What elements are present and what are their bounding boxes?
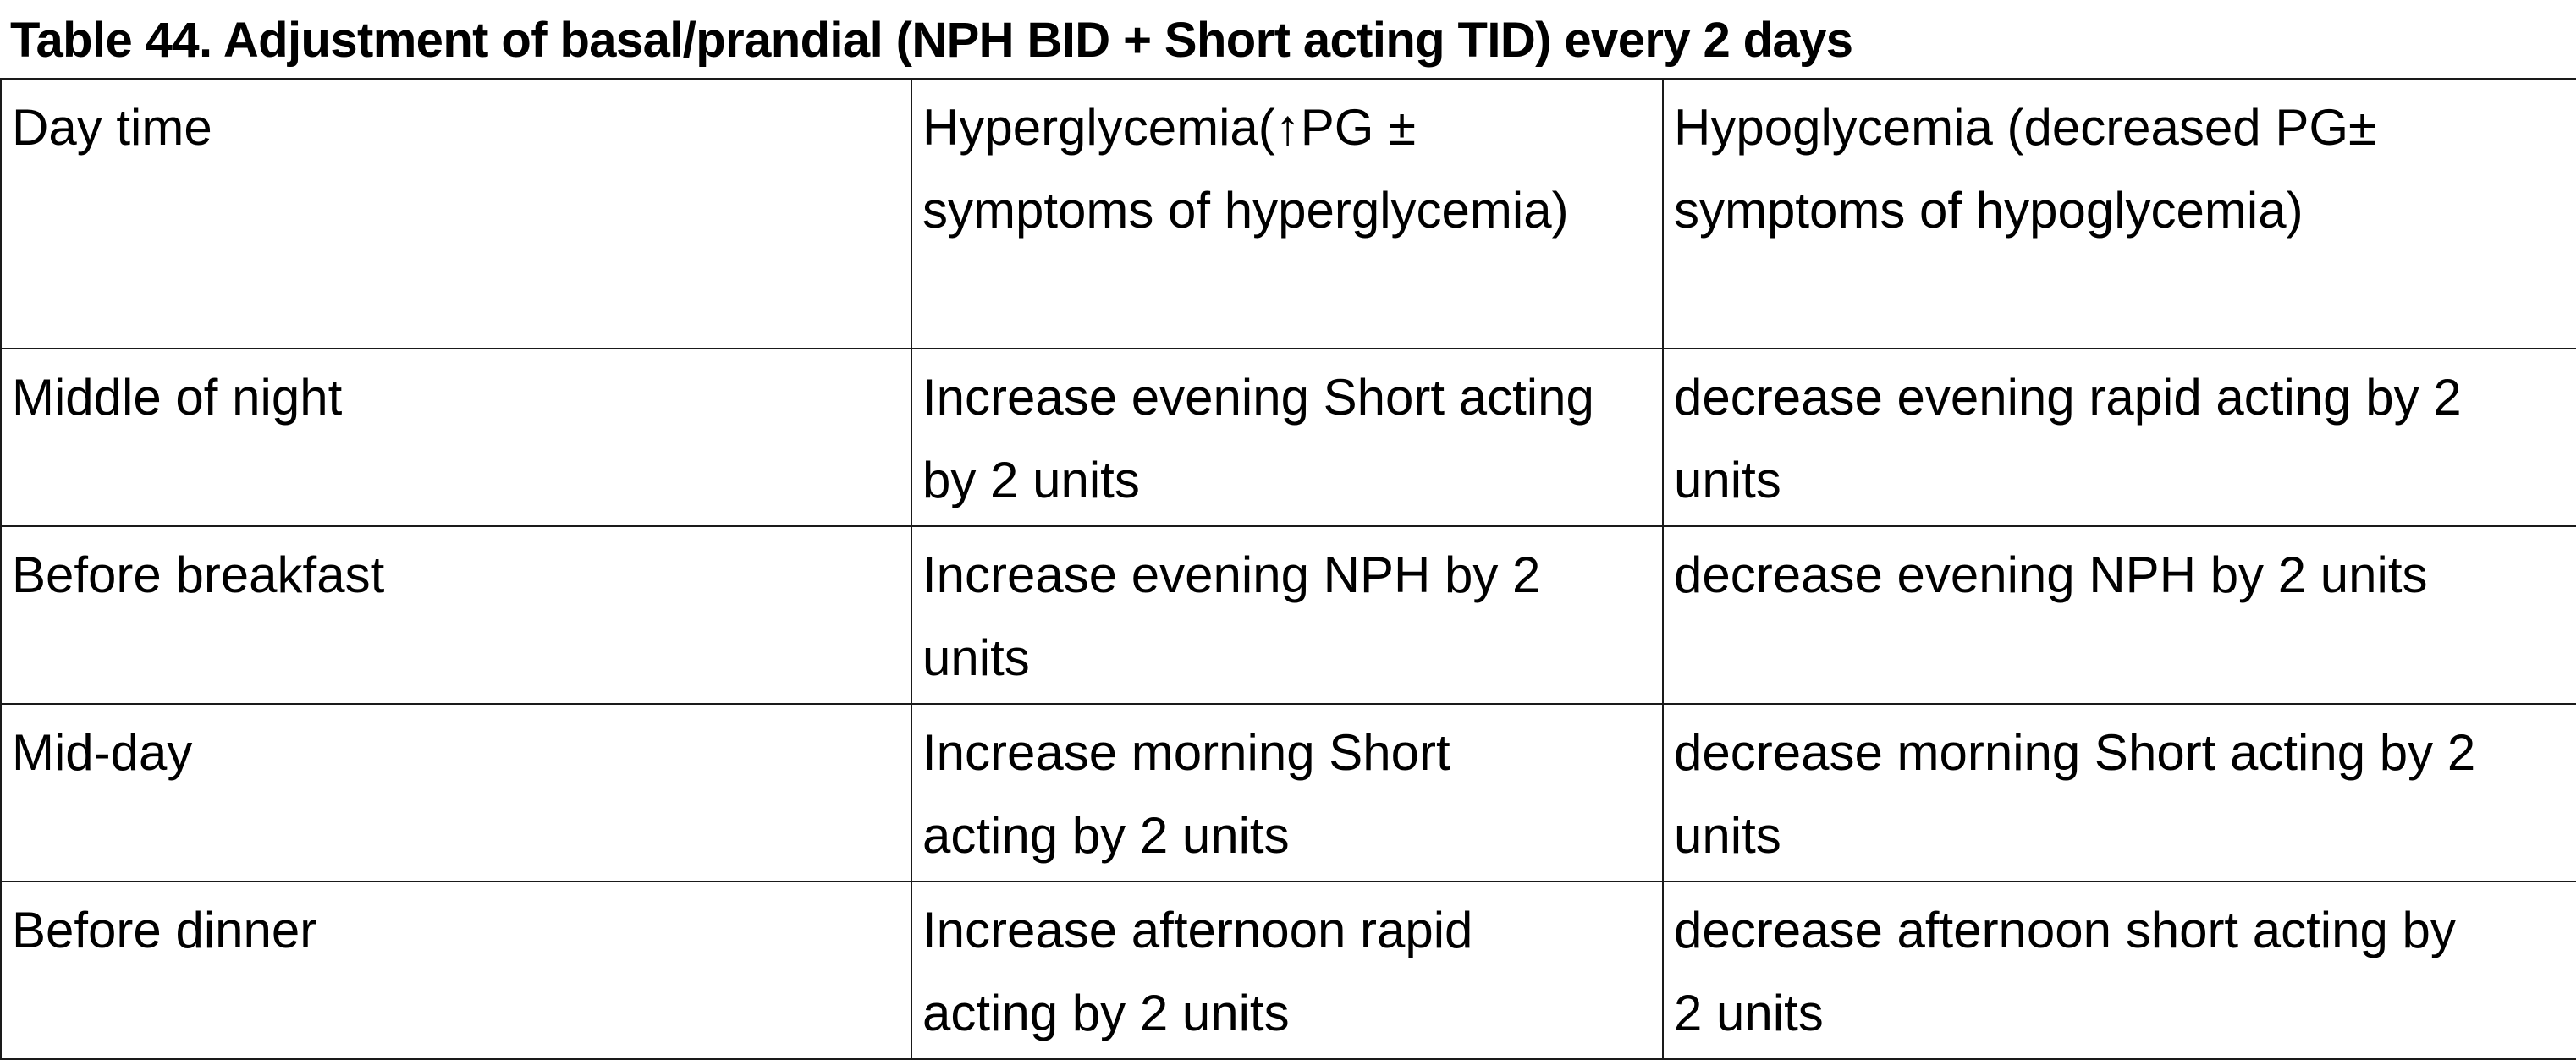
hyperglycemia-line-2: units (922, 629, 1030, 686)
header-cell-day-time: Day time (0, 78, 912, 349)
header-cell-hyperglycemia: Hyperglycemia(↑PG ± symptoms of hypergly… (911, 78, 1664, 349)
hyperglycemia-line-2: by 2 units (922, 452, 1140, 508)
hypoglycemia-line-1: decrease evening NPH by 2 units (1674, 546, 2428, 603)
day-time-cell: Before breakfast (0, 525, 912, 705)
header-hyperglycemia-line-1: Hyperglycemia(↑PG ± (922, 99, 1417, 156)
table-row: Middle of night Increase evening Short a… (0, 348, 2576, 527)
header-hypoglycemia-line-1: Hypoglycemia (decreased PG± (1674, 99, 2376, 156)
hyperglycemia-line-1: Increase evening NPH by 2 (922, 546, 1541, 603)
hypoglycemia-cell: decrease afternoon short acting by 2 uni… (1662, 881, 2576, 1060)
header-hyperglycemia-line-2: symptoms of hyperglycemia) (922, 182, 1569, 239)
hyperglycemia-cell: Increase morning Short acting by 2 units (911, 703, 1664, 882)
day-time-text: Before breakfast (12, 546, 385, 603)
table-header-row: Day time Hyperglycemia(↑PG ± symptoms of… (0, 78, 2576, 349)
day-time-text: Mid-day (12, 724, 193, 781)
insulin-adjustment-table: Day time Hyperglycemia(↑PG ± symptoms of… (0, 78, 2576, 1060)
hypoglycemia-line-2: units (1674, 452, 1781, 508)
day-time-text: Middle of night (12, 369, 343, 426)
day-time-cell: Before dinner (0, 881, 912, 1060)
day-time-cell: Mid-day (0, 703, 912, 882)
day-time-text: Before dinner (12, 902, 317, 958)
table-row: Before dinner Increase afternoon rapid a… (0, 881, 2576, 1060)
hypoglycemia-cell: decrease morning Short acting by 2 units (1662, 703, 2576, 882)
hypoglycemia-cell: decrease evening NPH by 2 units (1662, 525, 2576, 705)
hypoglycemia-line-2: units (1674, 807, 1781, 864)
hyperglycemia-line-1: Increase evening Short acting (922, 369, 1594, 426)
hypoglycemia-cell: decrease evening rapid acting by 2 units (1662, 348, 2576, 527)
hypoglycemia-line-2: 2 units (1674, 985, 1824, 1041)
hyperglycemia-line-2: acting by 2 units (922, 807, 1290, 864)
hyperglycemia-line-1: Increase afternoon rapid (922, 902, 1473, 958)
hyperglycemia-cell: Increase evening Short acting by 2 units (911, 348, 1664, 527)
hypoglycemia-line-1: decrease morning Short acting by 2 (1674, 724, 2476, 781)
day-time-cell: Middle of night (0, 348, 912, 527)
header-hypoglycemia-line-2: symptoms of hypoglycemia) (1674, 182, 2304, 239)
header-day-time-text: Day time (12, 99, 212, 156)
hyperglycemia-line-2: acting by 2 units (922, 985, 1290, 1041)
table-row: Mid-day Increase morning Short acting by… (0, 703, 2576, 882)
hypoglycemia-line-1: decrease afternoon short acting by (1674, 902, 2456, 958)
hyperglycemia-cell: Increase afternoon rapid acting by 2 uni… (911, 881, 1664, 1060)
hypoglycemia-line-1: decrease evening rapid acting by 2 (1674, 369, 2462, 426)
header-cell-hypoglycemia: Hypoglycemia (decreased PG± symptoms of … (1662, 78, 2576, 349)
table-title: Table 44. Adjustment of basal/prandial (… (10, 13, 1853, 68)
table-row: Before breakfast Increase evening NPH by… (0, 525, 2576, 705)
hyperglycemia-cell: Increase evening NPH by 2 units (911, 525, 1664, 705)
hyperglycemia-line-1: Increase morning Short (922, 724, 1450, 781)
